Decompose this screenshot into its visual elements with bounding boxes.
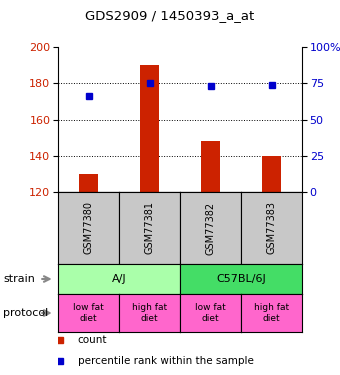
Text: GDS2909 / 1450393_a_at: GDS2909 / 1450393_a_at	[85, 9, 255, 22]
Bar	[140, 65, 159, 192]
Text: protocol: protocol	[3, 308, 49, 318]
Bar	[262, 156, 281, 192]
Text: count: count	[78, 335, 107, 345]
Text: strain: strain	[3, 274, 35, 284]
Text: GSM77380: GSM77380	[84, 201, 94, 255]
Text: low fat
diet: low fat diet	[73, 303, 104, 323]
Text: high fat
diet: high fat diet	[254, 303, 289, 323]
Text: GSM77381: GSM77381	[144, 201, 154, 255]
Text: high fat
diet: high fat diet	[132, 303, 167, 323]
Text: percentile rank within the sample: percentile rank within the sample	[78, 356, 253, 366]
Text: GSM77383: GSM77383	[267, 201, 276, 255]
Bar	[201, 141, 220, 192]
Bar	[79, 174, 98, 192]
Text: C57BL/6J: C57BL/6J	[216, 274, 266, 284]
Text: A/J: A/J	[112, 274, 126, 284]
Text: GSM77382: GSM77382	[205, 201, 216, 255]
Text: low fat
diet: low fat diet	[195, 303, 226, 323]
